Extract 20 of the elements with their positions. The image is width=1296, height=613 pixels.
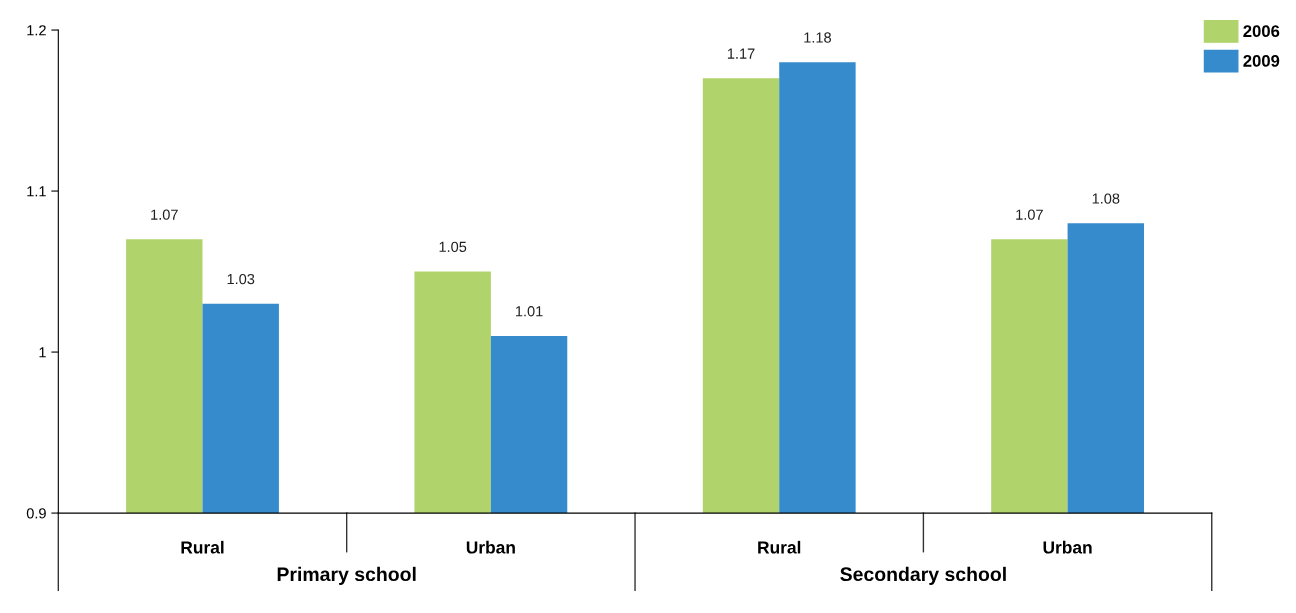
data-label: 1.05: [439, 241, 467, 253]
x-tick-label: Urban: [466, 540, 515, 554]
x-tick-label: Rural: [758, 540, 801, 554]
data-label: 1.17: [727, 48, 755, 59]
legend-label: 2006: [1243, 25, 1280, 38]
data-label: 1.07: [151, 209, 178, 220]
data-label: 1.07: [1016, 209, 1043, 220]
x-tick-label: Urban: [1043, 540, 1092, 554]
y-tick-label: 1.1: [27, 186, 46, 197]
text: Secondary school: [840, 566, 1006, 585]
data-label: 1.01: [515, 306, 543, 317]
y-tick-label: 1.2: [27, 25, 46, 36]
y-tick-label: 0.9: [26, 508, 46, 519]
data-label: 1.03: [227, 273, 255, 285]
text: Primary school: [277, 566, 416, 585]
x-tick-label: Rural: [181, 540, 224, 554]
legend-label: 2009: [1243, 54, 1280, 67]
data-label: 1.08: [1092, 193, 1120, 204]
data-label: 1.18: [804, 32, 831, 43]
y-tick-label: 1: [39, 347, 46, 358]
